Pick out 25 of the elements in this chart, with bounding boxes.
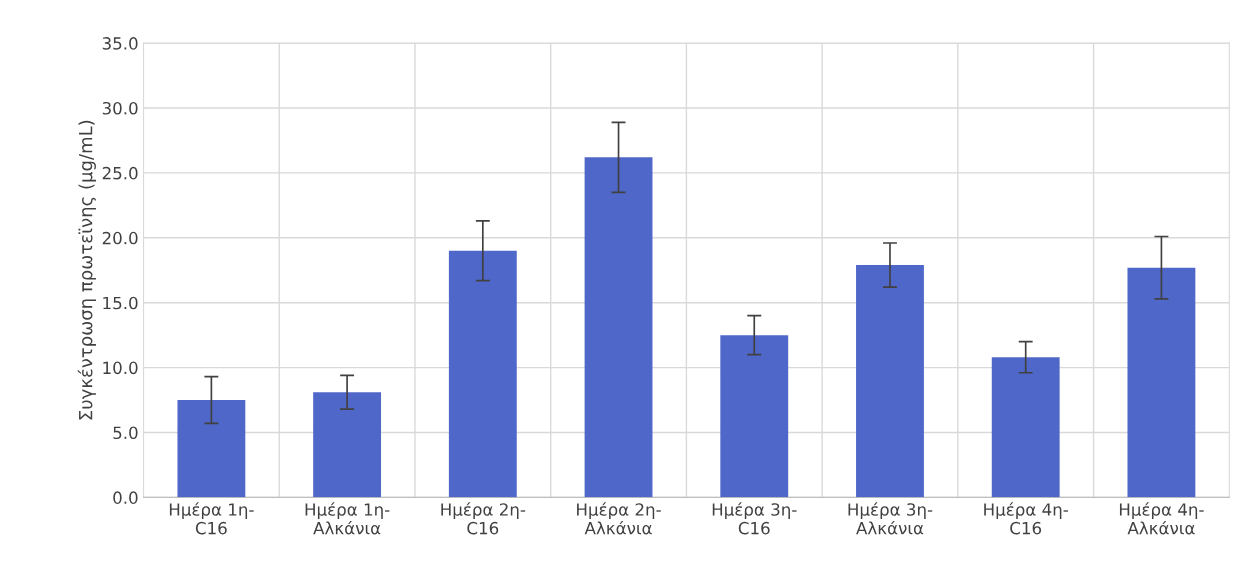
y-tick-label: 20.0 <box>102 231 138 245</box>
y-tick-label: 30.0 <box>102 101 138 115</box>
x-tick-label: Ημέρα 1η-C16 <box>169 502 254 535</box>
x-tick-label: Ημέρα 2η-C16 <box>441 502 526 535</box>
y-tick-label: 15.0 <box>103 296 138 310</box>
x-tick-label: Ημέρα 4η-Αλκάνια <box>1119 502 1204 535</box>
bar <box>720 335 789 498</box>
bar <box>991 357 1060 498</box>
bar <box>177 400 246 498</box>
x-tick-label: Ημέρα 3η-C16 <box>712 502 797 535</box>
bar <box>584 157 653 498</box>
y-tick-label: 5.0 <box>113 426 138 440</box>
x-tick-label: Ημέρα 3η-Αλκάνια <box>848 502 933 535</box>
y-tick-label: 0.0 <box>113 491 138 504</box>
x-tick-label: Ημέρα 2η-Αλκάνια <box>577 502 661 535</box>
x-tick-label: Ημέρα 1η-Αλκάνια <box>305 502 390 535</box>
x-tick-label: Ημέρα 4η-C16 <box>984 502 1068 535</box>
bar <box>313 392 382 498</box>
y-tick-label: 25.0 <box>102 166 138 180</box>
bar <box>448 250 517 498</box>
bar <box>1127 267 1196 498</box>
y-tick-label: 35.0 <box>102 37 138 50</box>
bar <box>856 265 924 498</box>
y-tick-label: 10.0 <box>103 361 138 375</box>
y-axis-title: Συγκέντρωση πρωτεϊνης (μg/mL) <box>77 120 96 420</box>
